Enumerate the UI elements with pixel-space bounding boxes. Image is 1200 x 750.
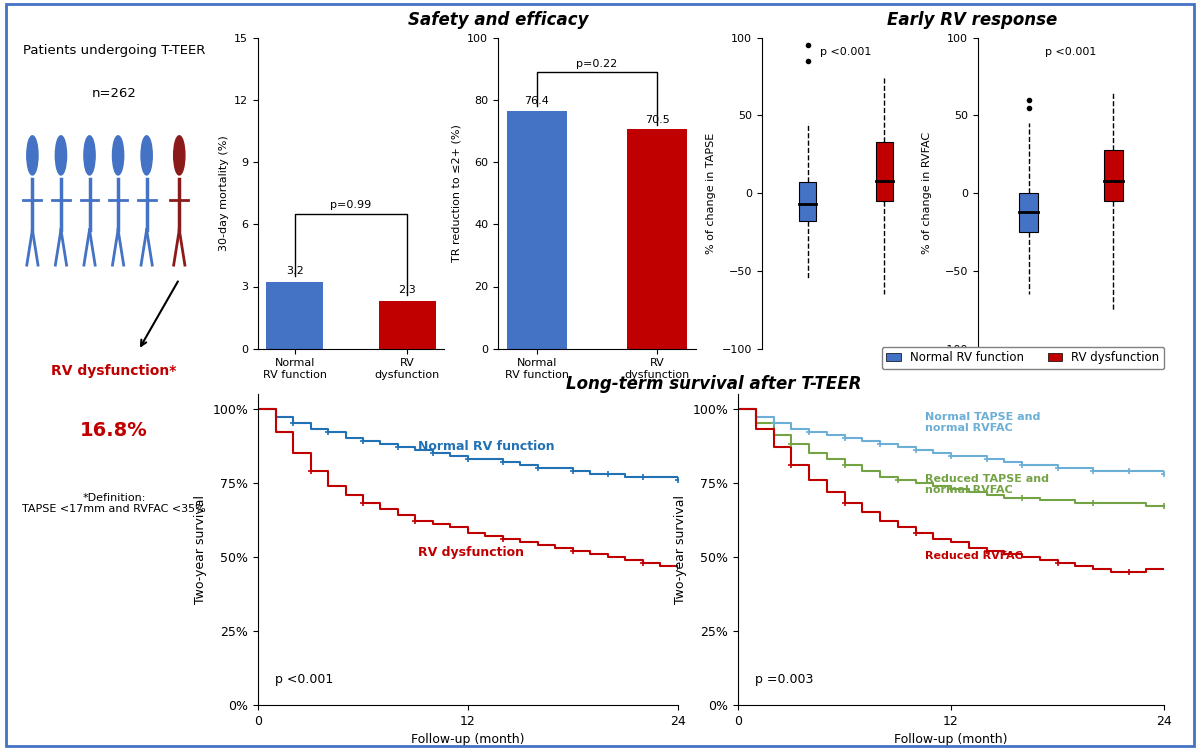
Bar — [379, 301, 436, 349]
Text: Patients undergoing T-TEER: Patients undergoing T-TEER — [23, 44, 205, 57]
Bar — [508, 111, 568, 349]
Bar — [799, 182, 816, 221]
X-axis label: Follow-up (month): Follow-up (month) — [894, 734, 1008, 746]
Text: Long-term survival after T-TEER: Long-term survival after T-TEER — [566, 375, 862, 393]
Bar — [1104, 149, 1122, 201]
Text: 3.2: 3.2 — [286, 266, 304, 276]
Y-axis label: 30-day mortality (%): 30-day mortality (%) — [218, 135, 228, 251]
Text: Reduced RVFAC: Reduced RVFAC — [925, 550, 1024, 561]
Text: p <0.001: p <0.001 — [1045, 46, 1097, 57]
Circle shape — [174, 136, 185, 175]
Bar — [266, 282, 323, 349]
Y-axis label: % of change in TAPSE: % of change in TAPSE — [707, 133, 716, 254]
X-axis label: Follow-up (month): Follow-up (month) — [412, 734, 524, 746]
Text: RV dysfunction: RV dysfunction — [418, 545, 523, 559]
Text: n=262: n=262 — [91, 87, 137, 100]
Text: 2.3: 2.3 — [398, 285, 416, 295]
Text: p=0.22: p=0.22 — [576, 58, 618, 69]
Text: 16.8%: 16.8% — [80, 422, 148, 440]
Text: RV dysfunction*: RV dysfunction* — [52, 364, 176, 379]
Text: 76.4: 76.4 — [524, 96, 550, 106]
Text: p =0.003: p =0.003 — [755, 674, 814, 686]
Text: Reduced TAPSE and
normal RVFAC: Reduced TAPSE and normal RVFAC — [925, 474, 1050, 495]
Text: Normal RV function: Normal RV function — [418, 440, 554, 453]
Text: *Definition:
TAPSE <17mm and RVFAC <35%: *Definition: TAPSE <17mm and RVFAC <35% — [22, 493, 206, 514]
Circle shape — [142, 136, 152, 175]
Text: Safety and efficacy: Safety and efficacy — [408, 11, 588, 29]
Bar — [628, 129, 686, 349]
Circle shape — [113, 136, 124, 175]
Bar — [876, 142, 893, 201]
Text: 70.5: 70.5 — [644, 115, 670, 125]
Bar — [1020, 194, 1038, 232]
Circle shape — [26, 136, 38, 175]
Text: p=0.99: p=0.99 — [330, 200, 372, 210]
Legend: Normal RV function, RV dysfunction: Normal RV function, RV dysfunction — [882, 346, 1164, 369]
Y-axis label: TR reduction to ≤2+ (%): TR reduction to ≤2+ (%) — [451, 124, 462, 262]
Text: p <0.001: p <0.001 — [821, 46, 871, 57]
Y-axis label: Two-year survival: Two-year survival — [194, 495, 206, 604]
Circle shape — [55, 136, 66, 175]
Y-axis label: % of change in RVFAC: % of change in RVFAC — [923, 132, 932, 254]
Text: Normal TAPSE and
normal RVFAC: Normal TAPSE and normal RVFAC — [925, 412, 1040, 433]
Text: Early RV response: Early RV response — [887, 11, 1057, 29]
Y-axis label: Two-year survival: Two-year survival — [674, 495, 686, 604]
Text: p <0.001: p <0.001 — [275, 674, 334, 686]
Circle shape — [84, 136, 95, 175]
